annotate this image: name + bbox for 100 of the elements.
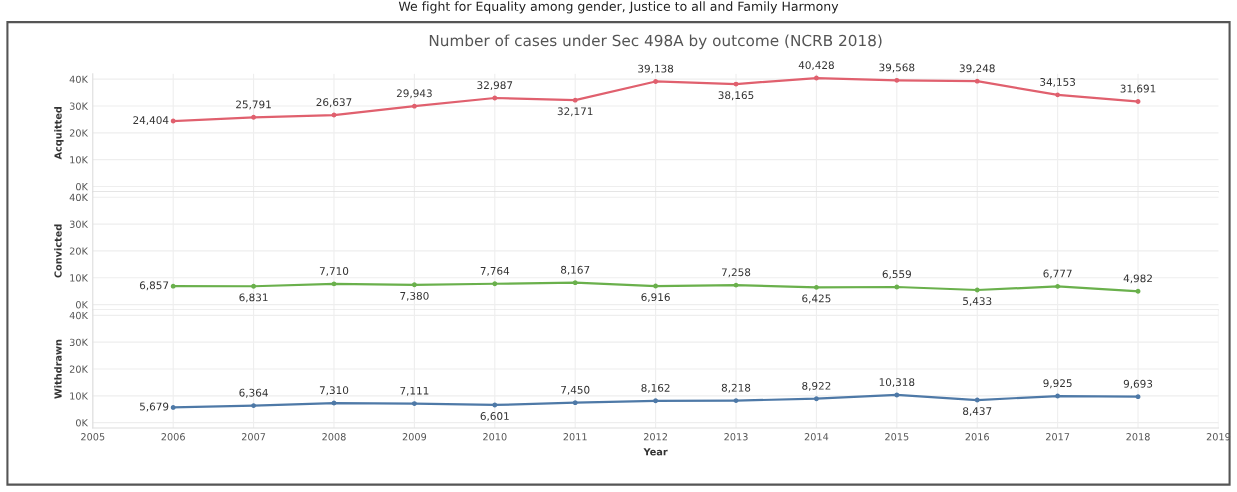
x-tick-label: 2014 [804, 433, 829, 441]
y-tick-label: 10K [70, 274, 89, 282]
point [170, 118, 176, 124]
data-label: 38,165 [718, 91, 754, 101]
data-label: 7,111 [400, 386, 429, 396]
data-label: 32,171 [557, 107, 593, 117]
data-label: 5,679 [140, 402, 169, 412]
point [733, 398, 739, 404]
point [411, 401, 417, 407]
y-tick-label: 40K [69, 311, 89, 320]
data-label: 39,138 [638, 64, 674, 74]
data-label: 29,943 [396, 89, 432, 99]
x-tick-label: 2006 [161, 433, 185, 441]
point [813, 396, 819, 402]
y-tick-label: 30K [69, 220, 89, 228]
data-label: 6,425 [802, 294, 831, 304]
x-tick-label: 2008 [322, 433, 346, 441]
point [492, 95, 498, 101]
point [331, 281, 337, 287]
data-label: 6,916 [641, 293, 670, 303]
point [411, 103, 417, 109]
y-tick-label: 30K [69, 102, 89, 110]
point [331, 112, 337, 118]
data-label: 31,691 [1120, 84, 1156, 94]
y-tick-label: 40K [69, 193, 89, 202]
data-label: 7,380 [400, 291, 429, 301]
x-tick-label: 2013 [724, 433, 748, 441]
data-label: 24,404 [133, 116, 169, 126]
y-tick-label: 10K [70, 392, 89, 400]
point [974, 397, 980, 403]
x-tick-label: 2012 [643, 433, 668, 441]
text: We fight for Equality among gender, Justice to all and Family Harmony [398, 1, 839, 14]
data-label: 6,777 [1043, 269, 1072, 279]
data-label: 6,364 [239, 388, 268, 398]
point [974, 287, 980, 293]
point [572, 280, 578, 286]
point [1055, 283, 1061, 289]
point [1135, 288, 1141, 294]
point [653, 79, 659, 84]
data-label: 5,433 [963, 297, 992, 307]
point [331, 400, 337, 406]
data-label: 8,162 [641, 383, 670, 393]
y-tick-label: 10K [70, 156, 89, 164]
point [411, 282, 417, 288]
y-tick-label: 20K [69, 129, 89, 137]
point [1055, 92, 1061, 98]
point [733, 81, 739, 87]
point [1135, 394, 1141, 400]
point [572, 400, 578, 406]
data-label: 7,450 [561, 385, 590, 395]
data-label: 6,559 [882, 270, 911, 280]
point [974, 78, 980, 84]
data-label: 6,601 [480, 412, 509, 422]
x-tick-label: 2017 [1045, 433, 1070, 441]
point [251, 283, 257, 289]
x-tick-label: 2011 [563, 433, 587, 441]
y-tick-label: 0K [75, 301, 89, 309]
point [894, 392, 900, 398]
y-tick-label: 40K [69, 75, 89, 83]
y-tick-label: 0K [75, 182, 89, 191]
point [170, 283, 176, 289]
point [492, 402, 498, 408]
data-label: 7,258 [721, 268, 751, 278]
point [1055, 393, 1061, 399]
point [653, 283, 659, 289]
chart-title: Number of cases under Sec 498A by outcome (NCRB 2018) [429, 34, 882, 50]
data-label: 7,710 [319, 267, 349, 276]
y-tick-label: 0K [75, 419, 89, 427]
data-label: 10,318 [879, 378, 915, 388]
x-tick-label: 2018 [1126, 433, 1150, 441]
data-label: 39,568 [879, 63, 915, 73]
data-label: 8,437 [963, 407, 992, 417]
y-axis-title: Convicted [54, 224, 62, 278]
data-label: 8,922 [802, 381, 831, 391]
data-label: 25,791 [236, 100, 271, 110]
data-label: 40,428 [798, 61, 834, 71]
data-label: 39,248 [959, 64, 995, 74]
point [251, 403, 257, 409]
point [894, 284, 900, 290]
data-label: 6,857 [139, 281, 169, 291]
x-axis-title: Year [643, 448, 668, 456]
data-label: 34,153 [1040, 78, 1076, 87]
data-label: 32,987 [477, 81, 513, 91]
data-label: 4,982 [1123, 274, 1152, 284]
point [894, 77, 900, 83]
y-axis-title: Withdrawn [54, 339, 62, 399]
x-tick-label: 2010 [483, 433, 507, 441]
data-label: 26,637 [316, 98, 352, 108]
data-label: 8,167 [561, 265, 590, 275]
point [572, 97, 578, 103]
x-tick-label: 2015 [885, 433, 909, 441]
point [813, 284, 819, 290]
x-tick-label: 2005 [81, 433, 105, 441]
x-tick-label: 2009 [402, 433, 427, 441]
point [733, 282, 739, 288]
data-label: 7,310 [319, 386, 349, 396]
data-label: 7,764 [480, 266, 510, 276]
point [1135, 99, 1141, 104]
point [170, 405, 176, 410]
point [813, 75, 819, 81]
